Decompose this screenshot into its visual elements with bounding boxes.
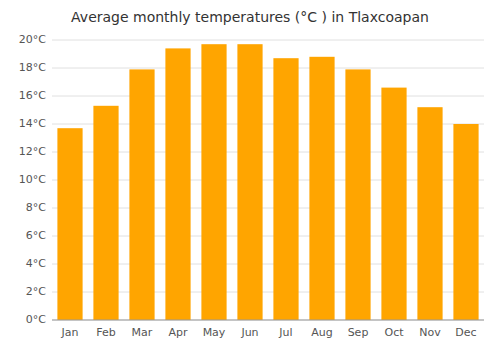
bar [93, 106, 118, 320]
y-tick-label: 4°C [26, 257, 46, 270]
bar [165, 48, 190, 320]
grid-line [52, 320, 484, 321]
bar [345, 69, 370, 320]
bar [309, 57, 334, 320]
y-tick-labels: 0°C 2°C 4°C 6°C 8°C 10°C 12°C 14°C 16°C 18°C 20°C [19, 33, 46, 326]
x-tick-label: Nov [419, 326, 441, 339]
grid-line [52, 40, 484, 41]
bar [453, 124, 478, 320]
bar [417, 107, 442, 320]
y-tick-label: 8°C [26, 201, 46, 214]
y-tick-label: 16°C [19, 89, 46, 102]
y-tick-label: 18°C [19, 61, 46, 74]
bar [237, 44, 262, 320]
y-grid [52, 40, 484, 320]
y-tick-label: 6°C [26, 229, 46, 242]
title: Average monthly temperatures (°C ) in Tl… [71, 9, 429, 25]
x-axis-line [52, 320, 484, 321]
x-tick-label: Aug [311, 326, 332, 339]
grid-line [52, 96, 484, 97]
x-tick-label: Oct [384, 326, 404, 339]
bar [57, 128, 82, 320]
x-tick-label: Dec [455, 326, 476, 339]
bar [201, 44, 226, 320]
x-tick-label: May [203, 326, 226, 339]
x-tick-labels: Jan Feb Mar Apr May Jun Jul Aug Sep Oct Nov Dec [61, 326, 477, 339]
grid-line [52, 68, 484, 69]
y-tick-label: 10°C [19, 173, 46, 186]
chart: Average monthly temperatures (°C ) in Tl… [0, 0, 500, 350]
y-tick-label: 2°C [26, 285, 46, 298]
x-tick-label: Jun [240, 326, 258, 339]
x-tick-label: Apr [168, 326, 188, 339]
x-tick-label: Jan [61, 326, 79, 339]
bar [129, 69, 154, 320]
x-tick-label: Sep [348, 326, 369, 339]
y-tick-label: 0°C [26, 313, 46, 326]
bars [57, 44, 478, 320]
bar [381, 88, 406, 320]
x-tick-label: Mar [132, 326, 153, 339]
x-tick-label: Feb [96, 326, 115, 339]
y-tick-label: 20°C [19, 33, 46, 46]
x-tick-label: Jul [278, 326, 292, 339]
y-tick-label: 12°C [19, 145, 46, 158]
bar [273, 58, 298, 320]
y-tick-label: 14°C [19, 117, 46, 130]
